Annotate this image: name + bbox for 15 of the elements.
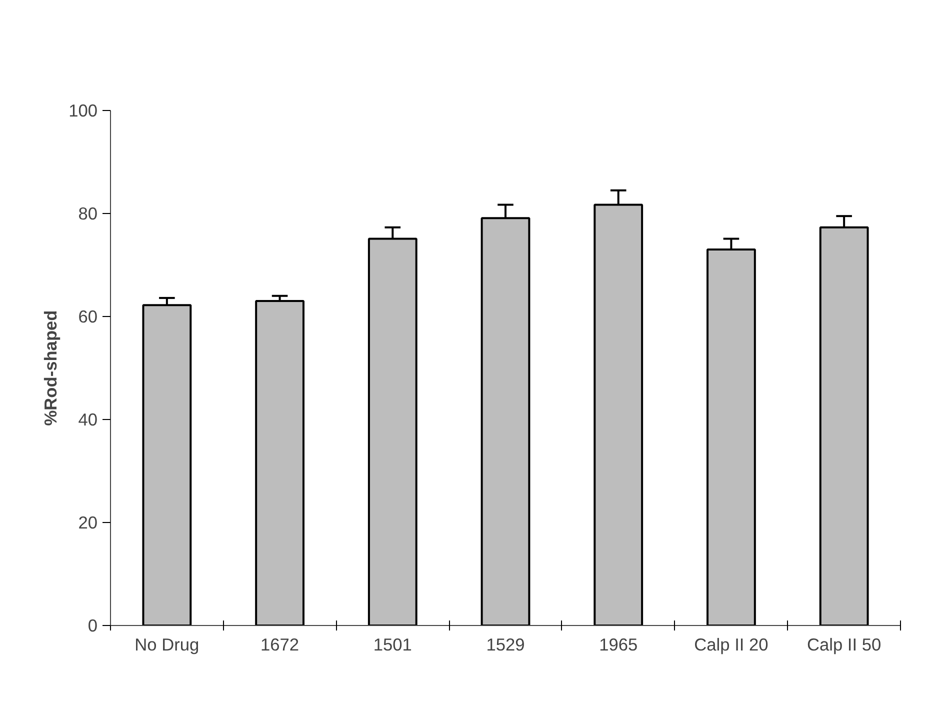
x-tick-label: 1501: [373, 634, 412, 654]
bar: [255, 300, 304, 626]
x-tick-label: 1529: [486, 634, 525, 654]
y-tick-label: 100: [68, 100, 98, 120]
y-tick-label: 80: [78, 204, 98, 224]
x-tick-label: 1965: [599, 634, 638, 654]
x-tick-label: Calp II 50: [806, 634, 882, 654]
y-tick-label: 0: [88, 616, 98, 636]
y-tick-label: 20: [78, 512, 98, 532]
x-tick-label: Calp II 20: [694, 634, 768, 654]
y-tick-label: 40: [78, 410, 98, 430]
y-tick-label: 60: [78, 306, 98, 326]
x-tick-label: 1672: [260, 634, 300, 654]
y-axis-title: %Rod-shaped: [40, 310, 61, 426]
x-tick-label: No Drug: [134, 634, 200, 654]
